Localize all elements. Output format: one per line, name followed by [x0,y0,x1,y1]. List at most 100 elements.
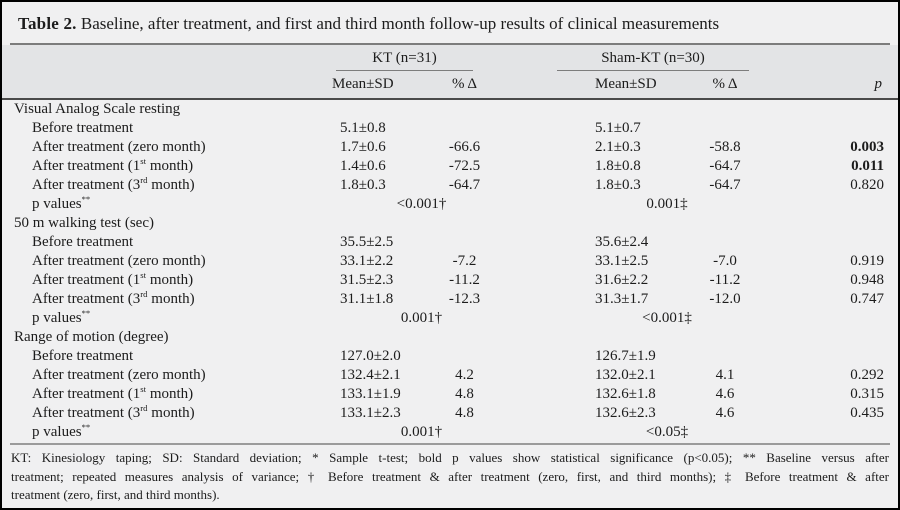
spacer-cell [497,195,557,214]
sub-header-row: Mean±SD % Δ Mean±SD % Δ p [2,71,898,99]
row-label: After treatment (3rd month) [32,289,195,307]
data-row: After treatment (zero month) 132.4±2.1 4.2… [2,366,898,385]
spacer-cell [497,385,557,404]
p-values-row: p values** 0.001† <0.05‡ [2,423,898,442]
cell-kt-pct-delta [432,347,497,366]
cell-sham-mean-sd: 31.6±2.2 [595,272,649,288]
cell-p-value: 0.435 [850,405,884,421]
cell-p-value [763,233,898,252]
col-header-sham-mean-sd: Mean±SD [595,76,657,92]
row-label: Before treatment [32,234,134,250]
col-header-kt-mean-sd: Mean±SD [332,76,394,92]
cell-sham-pvalue: <0.001‡ [642,310,692,326]
spacer-cell [497,309,557,328]
section-row: Visual Analog Scale resting [2,99,898,119]
cell-kt-mean-sd: 5.1±0.8 [340,120,386,136]
cell-kt-mean-sd: 1.7±0.6 [340,139,386,155]
divider-below-title [10,43,890,45]
spacer-cell [497,423,557,442]
data-row: After treatment (1st month) 133.1±1.9 4.8 1… [2,385,898,404]
cell-sham-mean-sd: 31.3±1.7 [595,291,649,307]
section-label: 50 m walking test (sec) [14,215,154,231]
row-label: After treatment (zero month) [32,367,206,383]
spacer-header-cell [497,45,557,71]
cell-kt-pct-delta [432,233,497,252]
row-label: p values** [32,308,91,326]
spacer-cell [497,271,557,290]
cell-kt-pct-delta: -72.5 [448,158,481,174]
divider-above-footnote [10,443,890,445]
data-row: After treatment (3rd month) 1.8±0.3 -64.7 1… [2,176,898,195]
cell-kt-pct-delta: -11.2 [449,272,480,288]
cell-kt-mean-sd: 133.1±1.9 [340,386,401,402]
cell-sham-mean-sd: 132.0±2.1 [595,367,656,383]
section-row: 50 m walking test (sec) [2,214,898,233]
cell-sham-pct-delta [687,119,763,138]
cell-p-value: 0.011 [851,158,884,174]
spacer-header-cell [497,71,557,99]
cell-kt-mean-sd: 1.8±0.3 [340,177,386,193]
cell-sham-mean-sd: 1.8±0.8 [595,158,641,174]
section-label: Range of motion (degree) [14,329,169,345]
empty-header-cell [2,71,332,99]
cell-kt-pct-delta: 4.8 [455,386,474,402]
cell-sham-pct-delta: -12.0 [709,291,741,307]
group-header-row: KT (n=31) Sham-KT (n=30) [2,45,898,71]
cell-kt-pct-delta: 4.8 [455,405,474,421]
cell-sham-pvalue: 0.001‡ [646,196,688,212]
cell-sham-mean-sd: 35.6±2.4 [595,234,649,250]
cell-p-value [763,119,898,138]
cell-kt-mean-sd: 35.5±2.5 [340,234,394,250]
cell-sham-mean-sd: 5.1±0.7 [595,120,641,136]
cell-sham-pct-delta [687,233,763,252]
cell-sham-pvalue: <0.05‡ [645,424,689,440]
cell-kt-pct-delta [432,119,497,138]
cell-p-value [763,347,898,366]
cell-kt-pct-delta: -7.2 [452,253,477,269]
cell-sham-pct-delta [687,347,763,366]
cell-p-value [763,309,898,328]
cell-sham-mean-sd: 126.7±1.9 [595,348,656,364]
data-row: After treatment (zero month) 1.7±0.6 -66.6… [2,138,898,157]
table-body: Visual Analog Scale resting Before treatm… [2,99,898,442]
results-table: KT (n=31) Sham-KT (n=30) Mean±SD % Δ Mea… [2,45,898,442]
cell-sham-pct-delta: -58.8 [709,139,741,155]
sham-group-label: Sham-KT (n=30) [557,50,749,71]
table-title: Table 2. Baseline, after treatment, and … [2,2,898,43]
col-header-p: p [874,76,883,92]
cell-kt-mean-sd: 31.5±2.3 [340,272,394,288]
cell-p-value: 0.948 [850,272,884,288]
data-row: After treatment (1st month) 31.5±2.3 -11.2… [2,271,898,290]
cell-kt-mean-sd: 1.4±0.6 [340,158,386,174]
cell-sham-mean-sd: 1.8±0.3 [595,177,641,193]
cell-sham-pct-delta: 4.1 [715,367,735,383]
cell-kt-pct-delta: 4.2 [455,367,474,383]
col-header-kt-pct-delta: % Δ [451,76,478,92]
cell-sham-pct-delta: -64.7 [709,177,741,193]
row-label: After treatment (zero month) [32,253,206,269]
data-row: After treatment (zero month) 33.1±2.2 -7.2… [2,252,898,271]
row-label: After treatment (1st month) [32,384,194,402]
row-label: After treatment (1st month) [32,156,194,174]
cell-p-value: 0.747 [850,291,884,307]
spacer-cell [497,366,557,385]
table-number: Table 2. [18,14,77,33]
cell-p-value: 0.003 [850,139,884,155]
cell-sham-pct-delta: -11.2 [709,272,741,288]
cell-kt-pct-delta: -66.6 [448,139,481,155]
cell-kt-pct-delta: -64.7 [448,177,481,193]
spacer-cell [497,347,557,366]
column-group-kt: KT (n=31) [332,45,497,71]
table-header: KT (n=31) Sham-KT (n=30) Mean±SD % Δ Mea… [2,45,898,99]
cell-kt-pvalue: <0.001† [396,196,447,212]
cell-sham-mean-sd: 132.6±1.8 [595,386,656,402]
cell-kt-mean-sd: 31.1±1.8 [340,291,394,307]
row-label: p values** [32,422,91,440]
footnote-line: treatment (zero, first, and third months… [11,487,220,502]
column-group-sham: Sham-KT (n=30) [557,45,763,71]
cell-p-value: 0.315 [850,386,884,402]
empty-header-cell [2,45,332,71]
data-row: After treatment (1st month) 1.4±0.6 -72.5 1… [2,157,898,176]
row-label: After treatment (zero month) [32,139,206,155]
